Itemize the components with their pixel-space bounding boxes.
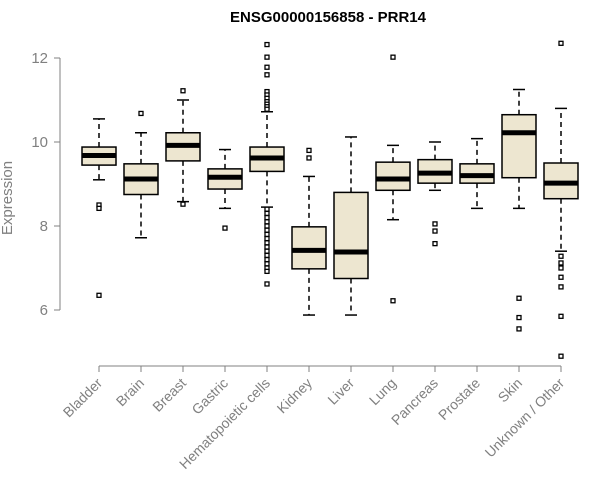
box-prostate — [459, 137, 495, 210]
outlier-point — [180, 201, 186, 207]
x-tick-label: Unknown / Other — [482, 375, 568, 461]
y-tick-label: 8 — [40, 218, 48, 235]
outlier-point — [264, 256, 270, 263]
outlier-point — [390, 298, 396, 304]
outlier-point — [516, 314, 522, 321]
outlier-point — [96, 292, 102, 298]
outlier-point — [558, 253, 564, 259]
x-tick-label: Skin — [495, 375, 526, 406]
outlier-point — [264, 41, 270, 48]
box-gastric — [207, 148, 243, 231]
x-tick-label: Bladder — [60, 375, 106, 421]
x-tick-label: Brain — [113, 375, 147, 409]
outlier-point — [432, 240, 438, 247]
y-tick-label: 6 — [40, 302, 48, 319]
outlier-point — [432, 221, 438, 227]
box-bladder — [81, 118, 117, 298]
y-tick-label: 12 — [31, 50, 48, 67]
box-body — [291, 226, 327, 270]
x-tick-label: Breast — [149, 375, 189, 415]
outlier-point — [264, 235, 270, 242]
outlier-point — [558, 353, 564, 359]
box-pancreas — [417, 141, 453, 247]
outlier-point — [180, 88, 186, 94]
outlier-point — [264, 210, 270, 217]
outlier-point — [558, 260, 564, 266]
outlier-point — [264, 281, 270, 287]
outlier-point — [558, 274, 564, 280]
box-lung — [375, 54, 411, 304]
y-tick-label: 10 — [31, 134, 48, 151]
chart-title: ENSG00000156858 - PRR14 — [230, 9, 427, 26]
outlier-point — [222, 225, 228, 231]
outlier-point — [264, 252, 270, 259]
outlier-point — [306, 147, 312, 154]
outlier-point — [264, 206, 270, 212]
box-unknown-other — [543, 40, 579, 359]
outlier-point — [558, 284, 564, 290]
box-liver — [333, 136, 369, 316]
x-tick-label: Lung — [366, 375, 399, 408]
outlier-point — [264, 219, 270, 225]
box-hematopoietic-cells — [249, 41, 285, 287]
outlier-point — [390, 54, 396, 60]
outlier-point — [432, 228, 438, 234]
y-axis-label: Expression — [0, 161, 16, 235]
box-brain — [123, 110, 159, 239]
outlier-point — [264, 248, 270, 254]
outlier-point — [558, 313, 564, 319]
outlier-point — [264, 244, 270, 250]
outlier-point — [264, 64, 270, 70]
box-skin — [501, 88, 537, 332]
outlier-point — [264, 72, 270, 78]
box-series — [81, 40, 579, 359]
outlier-point — [558, 265, 564, 271]
outlier-point — [264, 106, 270, 112]
outlier-point — [264, 231, 270, 238]
outlier-point — [264, 214, 270, 221]
x-tick-label: Pancreas — [388, 375, 441, 428]
outlier-point — [516, 295, 522, 301]
outlier-point — [306, 155, 312, 161]
box-breast — [165, 88, 201, 207]
outlier-point — [264, 261, 270, 267]
outlier-point — [264, 227, 270, 233]
outlier-point — [138, 110, 144, 117]
box-body — [333, 191, 369, 280]
x-tick-label: Kidney — [274, 375, 316, 417]
outlier-point — [96, 205, 102, 212]
outlier-point — [264, 268, 270, 275]
x-tick-label: Prostate — [435, 375, 483, 423]
outlier-point — [264, 223, 270, 229]
outlier-point — [558, 40, 564, 46]
box-kidney — [291, 147, 327, 316]
box-body — [375, 161, 411, 192]
outlier-point — [516, 326, 522, 332]
x-tick-label: Liver — [324, 375, 357, 408]
outlier-point — [264, 54, 270, 60]
box-body — [501, 113, 537, 179]
outlier-point — [264, 240, 270, 246]
y-axis: 6 8 10 12 — [31, 50, 61, 319]
